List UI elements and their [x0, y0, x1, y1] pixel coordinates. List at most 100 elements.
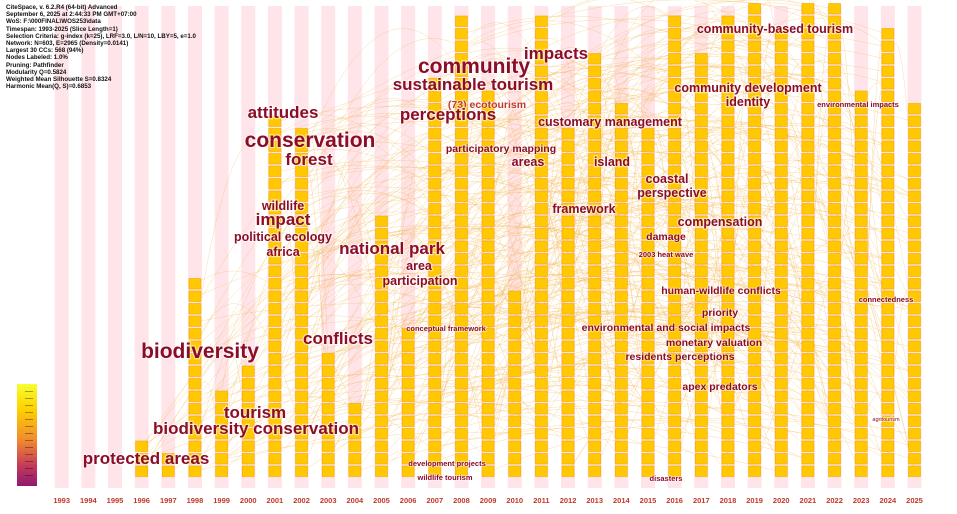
keyword-node — [588, 115, 602, 127]
keyword-node — [268, 328, 282, 340]
keyword-node — [854, 128, 868, 140]
keyword-node — [588, 65, 602, 77]
year-label: 2006 — [400, 496, 417, 505]
citation-link — [461, 384, 622, 448]
citation-link — [434, 228, 888, 335]
keyword-node — [721, 140, 735, 152]
citation-link — [221, 247, 888, 448]
keyword-node — [908, 465, 921, 477]
keyword-node — [828, 328, 841, 340]
keyword-node — [375, 290, 388, 302]
keyword-node — [668, 78, 681, 90]
keyword-node — [694, 340, 708, 352]
keyword-node — [881, 190, 895, 202]
keyword-node — [188, 440, 202, 452]
keyword-node — [455, 240, 468, 252]
keyword-node — [668, 428, 681, 440]
keyword-node — [801, 65, 815, 77]
keyword-node — [641, 253, 655, 265]
keyword-node — [401, 453, 415, 465]
citation-link — [754, 165, 889, 360]
citation-link — [407, 249, 489, 360]
keyword-node — [535, 453, 548, 465]
keyword-node — [774, 65, 788, 77]
keyword-node — [455, 128, 468, 140]
keyword-node — [774, 153, 788, 165]
keyword-node — [748, 28, 761, 40]
keyword-node — [268, 390, 282, 402]
keyword-node — [748, 40, 761, 52]
keyword-node — [828, 315, 841, 327]
citation-link — [567, 141, 862, 360]
keyword-node — [588, 303, 602, 315]
keyword-node — [428, 103, 442, 115]
keyword-node — [535, 165, 548, 177]
citation-link — [461, 219, 595, 323]
citation-link — [301, 148, 382, 335]
keyword-node — [428, 365, 442, 377]
keyword-node — [854, 140, 868, 152]
keyword-node — [615, 403, 628, 415]
keyword-node — [668, 290, 681, 302]
keyword-node — [401, 440, 415, 452]
citation-link — [274, 248, 462, 335]
keyword-node — [774, 40, 788, 52]
keyword-node — [375, 340, 388, 352]
keyword-label: compensation — [678, 215, 763, 229]
keyword-node — [854, 228, 868, 240]
keyword-node — [854, 178, 868, 190]
keyword-node — [508, 403, 522, 415]
citation-link — [301, 131, 462, 223]
keyword-node — [908, 115, 921, 127]
keyword-node — [162, 465, 175, 477]
year-label: 2016 — [666, 496, 683, 505]
keyword-node — [641, 140, 655, 152]
keyword-node — [535, 440, 548, 452]
keyword-node — [135, 440, 148, 452]
keyword-node — [535, 278, 548, 290]
keyword-label: conflicts — [303, 329, 373, 348]
citation-link — [381, 155, 436, 448]
citation-link — [301, 237, 409, 360]
keyword-node — [641, 165, 655, 177]
keyword-node — [508, 378, 522, 390]
keyword-node — [668, 15, 681, 27]
keyword-label: area — [406, 259, 433, 273]
keyword-node — [348, 428, 362, 440]
keyword-node — [721, 303, 735, 315]
keyword-node — [748, 453, 761, 465]
keyword-node — [455, 328, 468, 340]
keyword-node — [455, 165, 468, 177]
keyword-node — [828, 215, 841, 227]
keyword-node — [188, 415, 202, 427]
keyword-node — [588, 240, 602, 252]
keyword-node — [268, 240, 282, 252]
keyword-node — [854, 153, 868, 165]
keyword-node — [668, 340, 681, 352]
keyword-node — [828, 203, 841, 215]
keyword-node — [694, 415, 708, 427]
keyword-node — [455, 290, 468, 302]
keyword-label: participation — [382, 274, 457, 288]
keyword-node — [668, 315, 681, 327]
keyword-node — [455, 153, 468, 165]
keyword-node — [268, 290, 282, 302]
keyword-node — [721, 128, 735, 140]
citation-link — [567, 159, 649, 410]
keyword-node — [268, 265, 282, 277]
citation-link — [487, 42, 809, 123]
keyword-node — [188, 403, 202, 415]
keyword-node — [801, 15, 815, 27]
keyword-node — [881, 165, 895, 177]
keyword-node — [721, 28, 735, 40]
keyword-node — [268, 228, 282, 240]
citation-link — [461, 181, 542, 398]
keyword-node — [828, 253, 841, 265]
keyword-node — [455, 278, 468, 290]
keyword-node — [828, 65, 841, 77]
keyword-node — [561, 453, 575, 465]
keyword-node — [721, 453, 735, 465]
keyword-node — [481, 315, 495, 327]
keyword-node — [801, 278, 815, 290]
keyword-node — [801, 328, 815, 340]
